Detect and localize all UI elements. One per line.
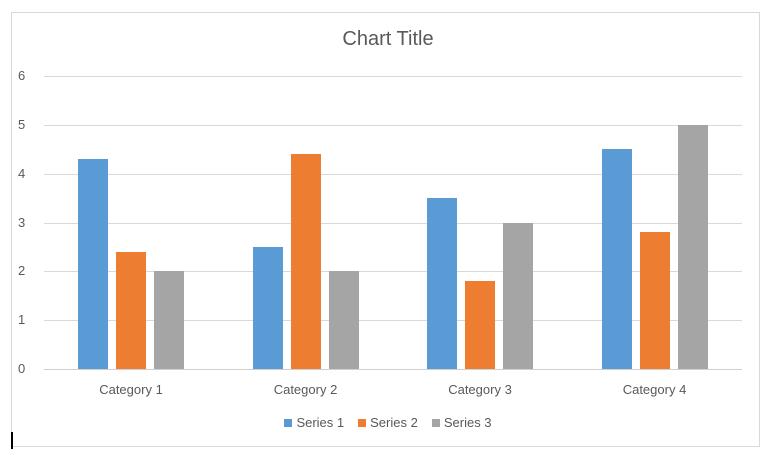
text-cursor [11,432,13,449]
legend-label: Series 3 [443,415,492,430]
y-tick-label: 0 [18,361,26,376]
gridline [44,124,742,126]
legend-swatch-icon [358,418,367,427]
legend-item[interactable]: Series 2 [358,415,418,430]
x-axis-line [44,369,742,370]
legend[interactable]: Series 1 Series 2 Series 3 [0,415,776,430]
category-label: Category 4 [622,382,687,397]
bar-series-1-category-1[interactable] [78,159,109,369]
y-tick-label: 5 [18,116,26,132]
bar-series-1-category-3[interactable] [427,198,458,369]
y-tick-label: 4 [18,165,26,181]
legend-label: Series 2 [370,415,418,430]
legend-swatch-icon [284,418,293,427]
y-tick-label: 3 [18,214,26,230]
bar-series-2-category-3[interactable] [465,281,496,369]
category-label: Category 2 [273,382,338,397]
gridline [44,76,742,77]
category-label: Category 3 [448,382,512,397]
bar-series-2-category-1[interactable] [116,251,147,369]
gridline [44,173,742,175]
bar-series-1-category-2[interactable] [252,246,283,369]
bar-series-3-category-2[interactable] [328,271,359,369]
bar-series-2-category-2[interactable] [290,154,321,369]
chart-title[interactable]: Chart Title [342,28,434,50]
bar-series-3-category-1[interactable] [154,271,185,369]
y-tick-label: 6 [18,68,26,83]
bar-series-3-category-4[interactable] [677,124,708,369]
y-tick-label: 2 [18,263,26,279]
bar-series-2-category-4[interactable] [639,232,670,369]
gridline [44,271,742,273]
plot-area[interactable] [44,76,742,370]
gridline [44,320,742,322]
legend-item[interactable]: Series 1 [284,415,344,430]
gridline [44,222,742,224]
chart-frame[interactable] [11,12,760,447]
legend-item[interactable]: Series 3 [431,415,492,430]
category-label: Category 1 [99,382,163,397]
legend-swatch-icon [431,418,440,427]
bar-series-1-category-4[interactable] [601,149,632,369]
legend-label: Series 1 [296,415,345,430]
bar-series-3-category-3[interactable] [503,222,534,369]
y-tick-label: 1 [18,312,26,328]
